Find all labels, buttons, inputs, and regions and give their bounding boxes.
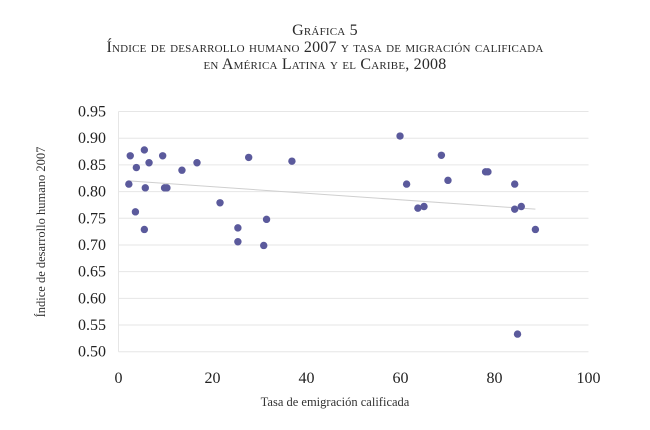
chart-title-line-2: en América Latina y el Caribe, 2008 xyxy=(203,56,447,73)
data-point xyxy=(288,157,296,165)
y-tick-label: 0.75 xyxy=(78,210,106,227)
data-point xyxy=(396,132,404,140)
data-point xyxy=(484,168,492,176)
y-tick-label: 0.85 xyxy=(78,157,106,174)
data-point xyxy=(437,151,446,159)
data-point xyxy=(234,238,242,246)
data-point xyxy=(513,330,522,338)
data-point xyxy=(414,204,422,212)
data-point xyxy=(216,199,224,207)
trendline-group xyxy=(128,180,536,210)
chart-title-block: Gráfica 5 Índice de desarrollo humano 20… xyxy=(0,22,650,73)
data-point xyxy=(260,241,268,250)
data-point xyxy=(444,176,452,185)
x-tick-label: 80 xyxy=(487,370,503,387)
x-axis-ticks: 0 20 40 60 80 100 xyxy=(115,370,601,387)
x-axis-label: Tasa de emigración calificada xyxy=(261,395,410,409)
x-tick-label: 0 xyxy=(115,370,123,387)
data-point xyxy=(145,159,153,167)
data-point xyxy=(163,184,171,192)
data-point xyxy=(234,224,242,232)
y-tick-label: 0.70 xyxy=(78,237,106,254)
data-point xyxy=(402,180,411,188)
trendline xyxy=(128,180,536,210)
data-point xyxy=(158,152,167,160)
y-tick-label: 0.60 xyxy=(78,290,106,307)
data-point xyxy=(140,225,149,234)
y-tick-label: 0.80 xyxy=(78,184,106,201)
data-points xyxy=(125,132,540,338)
y-axis-ticks: 0.95 0.90 0.85 0.80 0.75 0.70 0.65 0.60 0.55 0.50 xyxy=(78,104,106,361)
data-point xyxy=(531,225,540,234)
data-point xyxy=(125,180,133,188)
data-point xyxy=(140,146,149,154)
data-point xyxy=(178,166,186,174)
data-point xyxy=(511,205,519,213)
data-point xyxy=(420,202,428,211)
figure-label: Gráfica 5 xyxy=(292,22,358,39)
data-point xyxy=(511,180,519,188)
x-tick-label: 100 xyxy=(577,370,601,387)
data-point xyxy=(193,159,201,167)
data-point xyxy=(132,163,141,172)
y-tick-label: 0.90 xyxy=(78,130,106,147)
data-point xyxy=(244,153,253,162)
data-point xyxy=(126,152,134,160)
data-point xyxy=(131,208,140,216)
data-point xyxy=(517,202,525,211)
y-tick-label: 0.50 xyxy=(78,344,106,361)
y-tick-label: 0.65 xyxy=(78,264,106,281)
gridlines xyxy=(118,111,589,353)
x-tick-label: 40 xyxy=(299,370,315,387)
y-tick-label: 0.55 xyxy=(78,317,106,334)
x-tick-label: 20 xyxy=(205,370,221,387)
data-point xyxy=(262,215,271,224)
y-axis-label: Índice de desarrollo humano 2007 xyxy=(34,147,48,318)
data-point xyxy=(141,184,149,192)
y-tick-label: 0.95 xyxy=(78,104,106,121)
x-tick-label: 60 xyxy=(393,370,409,387)
chart-title-line-1: Índice de desarrollo humano 2007 y tasa … xyxy=(106,39,544,56)
